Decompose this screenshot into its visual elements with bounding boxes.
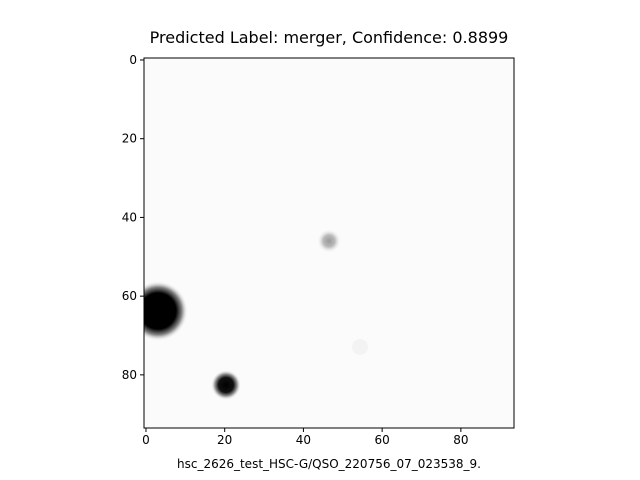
y-tick-label: 60 — [122, 289, 137, 303]
y-tick-label: 0 — [129, 53, 137, 67]
x-tick-label: 40 — [296, 433, 311, 447]
y-tick-label: 20 — [122, 132, 137, 146]
image — [144, 58, 514, 428]
y-tick-label: 40 — [122, 210, 137, 224]
x-tick-label: 20 — [217, 433, 232, 447]
x-tick-label: 80 — [453, 433, 468, 447]
faint-source — [317, 229, 341, 253]
y-tick-label: 80 — [122, 368, 137, 382]
x-tick-label: 0 — [142, 433, 150, 447]
source — [211, 370, 241, 400]
faint-source — [352, 339, 368, 355]
x-axis-label: hsc_2626_test_HSC-G/QSO_220756_07_023538… — [177, 457, 481, 471]
x-tick-label: 60 — [374, 433, 389, 447]
bright-source — [144, 281, 188, 341]
axes-frame — [143, 57, 515, 429]
chart-title: Predicted Label: merger, Confidence: 0.8… — [150, 28, 509, 47]
